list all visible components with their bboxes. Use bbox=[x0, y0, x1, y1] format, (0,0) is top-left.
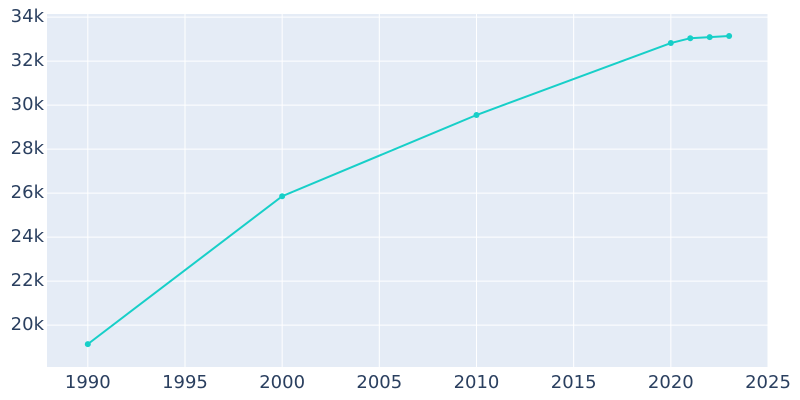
y-tick-label: 28k bbox=[11, 138, 45, 159]
x-tick-label: 2010 bbox=[454, 372, 500, 393]
marker bbox=[473, 112, 480, 119]
y-tick-label: 24k bbox=[11, 226, 45, 247]
x-tick-label: 2020 bbox=[648, 372, 694, 393]
marker bbox=[726, 33, 733, 40]
y-tick-label: 20k bbox=[11, 314, 45, 335]
y-tick-label: 32k bbox=[11, 50, 45, 71]
y-tick-label: 30k bbox=[11, 94, 45, 115]
y-tick-label: 22k bbox=[11, 270, 45, 291]
x-tick-label: 1990 bbox=[65, 372, 111, 393]
marker bbox=[667, 40, 674, 47]
x-tick-label: 2000 bbox=[259, 372, 305, 393]
marker bbox=[84, 341, 91, 348]
y-tick-label: 34k bbox=[11, 6, 45, 27]
marker bbox=[687, 35, 694, 42]
marker bbox=[706, 34, 713, 41]
x-tick-label: 1995 bbox=[162, 372, 208, 393]
x-tick-label: 2015 bbox=[551, 372, 597, 393]
plot-area bbox=[47, 14, 768, 367]
x-tick-label: 2025 bbox=[745, 372, 791, 393]
marker bbox=[279, 193, 286, 200]
x-tick-label: 2005 bbox=[356, 372, 402, 393]
y-tick-label: 26k bbox=[11, 182, 45, 203]
